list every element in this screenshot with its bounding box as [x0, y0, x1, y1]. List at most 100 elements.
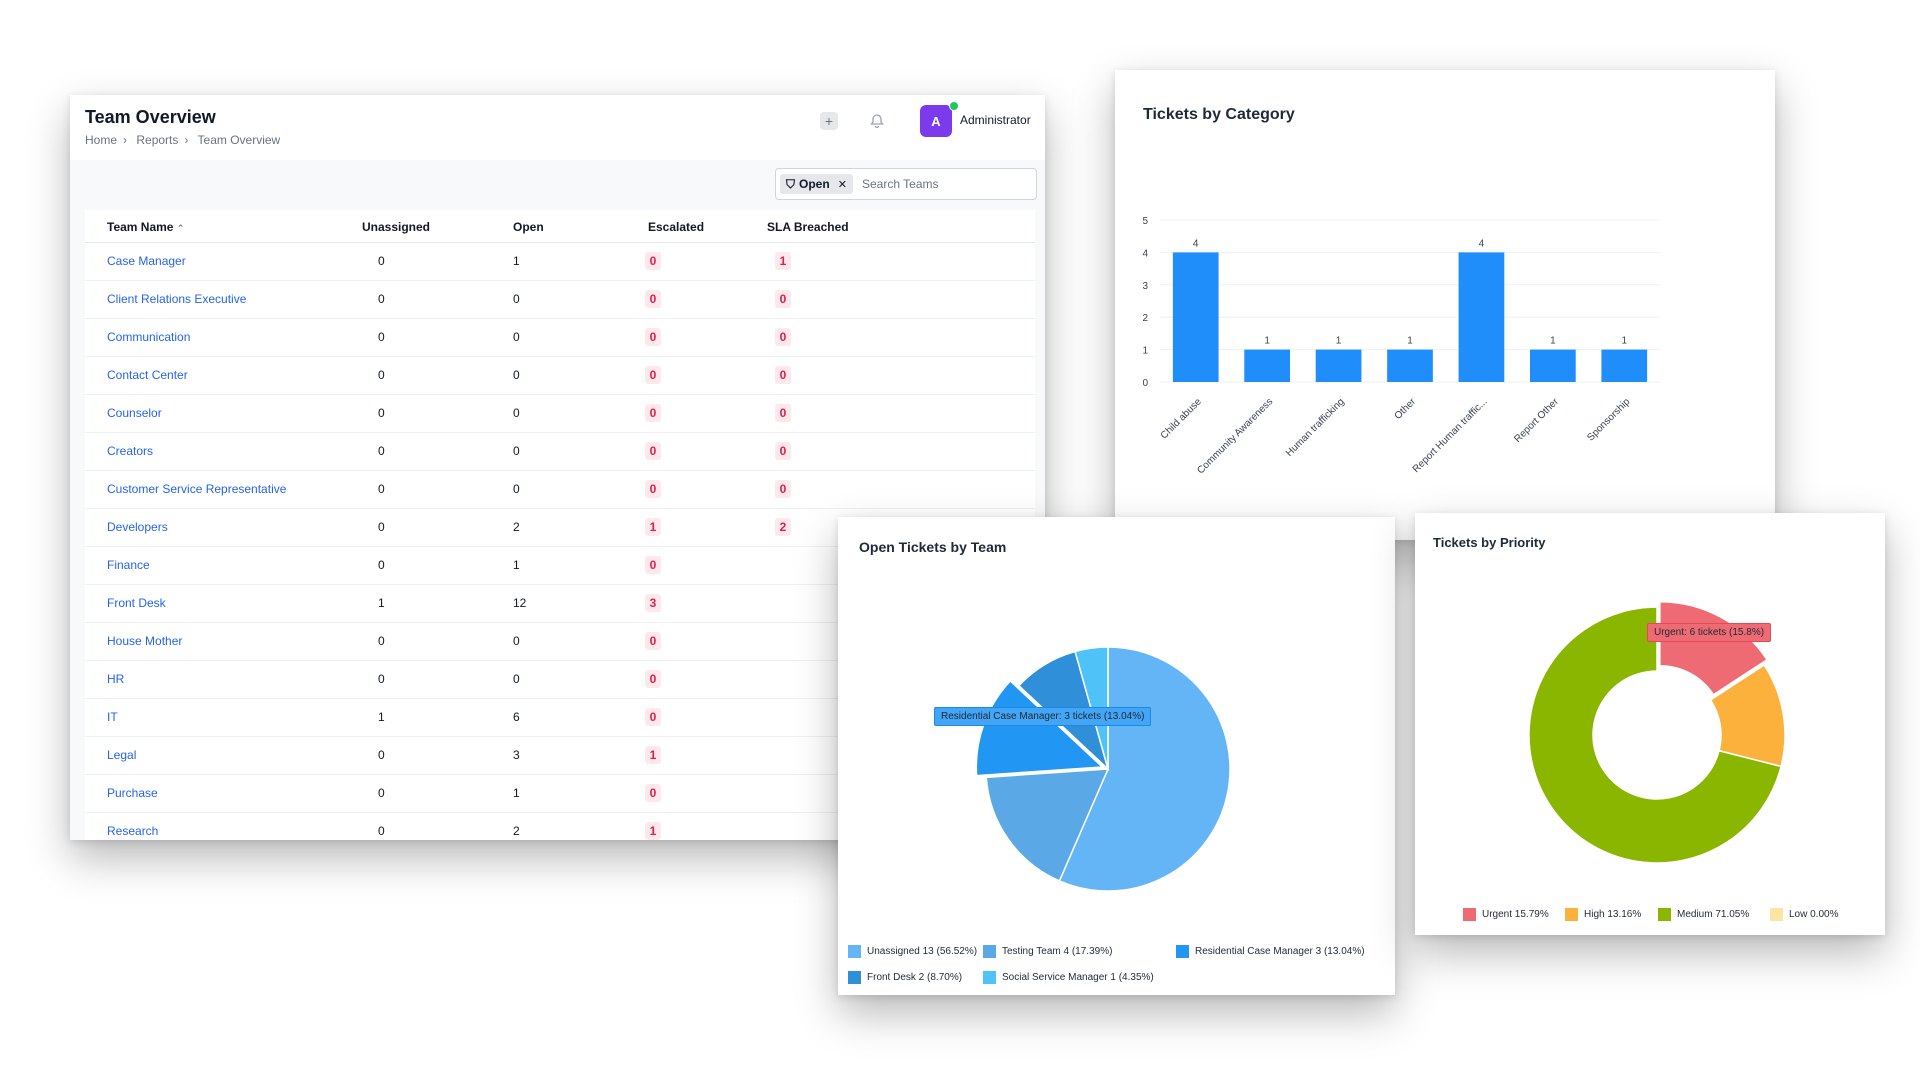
chart-title: Tickets by Category	[1143, 106, 1295, 123]
avatar[interactable]: A	[920, 105, 952, 137]
unassigned-count: 0	[378, 330, 385, 344]
table-row[interactable]: Legal 0 3 1	[85, 737, 1035, 775]
table-row[interactable]: Creators 0 0 0 0	[85, 433, 1035, 471]
open-count: 3	[513, 748, 520, 762]
pie-chart	[975, 646, 1231, 892]
table-row[interactable]: Counselor 0 0 0 0	[85, 395, 1035, 433]
bar[interactable]	[1315, 349, 1362, 382]
escalated-badge: 0	[645, 480, 661, 498]
team-name-link[interactable]: Developers	[107, 520, 168, 534]
table-row[interactable]: Contact Center 0 0 0 0	[85, 357, 1035, 395]
filter-chip-label: Open	[799, 177, 830, 191]
team-name-link[interactable]: Creators	[107, 444, 154, 458]
team-name-link[interactable]: Communication	[107, 330, 191, 344]
legend-item[interactable]: Unassigned 13 (56.52%)	[848, 945, 977, 958]
table-row[interactable]: Client Relations Executive 0 0 0 0	[85, 281, 1035, 319]
open-count: 2	[513, 824, 520, 838]
column-header-escalated[interactable]: Escalated	[648, 220, 705, 234]
team-name-link[interactable]: IT	[107, 710, 118, 724]
sla-breached-badge: 0	[775, 442, 791, 460]
bar[interactable]	[1172, 252, 1219, 382]
breadcrumb-home[interactable]: Home	[85, 133, 118, 147]
table-body: Case Manager 0 1 0 1 Client Relations Executi…	[85, 243, 1035, 840]
table-row[interactable]: Research 0 2 1	[85, 813, 1035, 840]
pie-slice[interactable]	[1058, 646, 1231, 892]
y-tick-label: 1	[1142, 346, 1148, 357]
team-name-link[interactable]: Legal	[107, 748, 137, 762]
open-count: 1	[513, 558, 520, 572]
table-row[interactable]: Customer Service Representative 0 0 0 0	[85, 471, 1035, 509]
open-count: 0	[513, 368, 520, 382]
bar[interactable]	[1458, 252, 1505, 382]
table-row[interactable]: Purchase 0 1 0	[85, 775, 1035, 813]
team-name-link[interactable]: Finance	[107, 558, 150, 572]
table-row[interactable]: Case Manager 0 1 0 1	[85, 243, 1035, 281]
team-name-link[interactable]: Customer Service Representative	[107, 482, 287, 496]
legend-item[interactable]: Medium 71.05%	[1658, 908, 1749, 921]
column-header-unassigned[interactable]: Unassigned	[362, 220, 431, 234]
column-header-team-name[interactable]: Team Name ⌃	[107, 220, 185, 234]
escalated-badge: 0	[645, 708, 661, 726]
breadcrumb-reports[interactable]: Reports	[136, 133, 179, 147]
unassigned-count: 0	[378, 254, 385, 268]
x-tick-label: Sponsorship	[1585, 396, 1632, 443]
pie-slice[interactable]	[985, 768, 1110, 882]
open-count: 1	[513, 786, 520, 800]
filter-chip[interactable]: ⛉ Open ✕	[780, 174, 853, 194]
unassigned-count: 0	[378, 634, 385, 648]
bell-icon[interactable]	[867, 111, 887, 131]
table-row[interactable]: Communication 0 0 0 0	[85, 319, 1035, 357]
y-tick-label: 2	[1142, 313, 1148, 324]
team-name-link[interactable]: Counselor	[107, 406, 162, 420]
escalated-badge: 0	[645, 252, 661, 270]
sla-breached-badge: 0	[775, 480, 791, 498]
team-name-link[interactable]: HR	[107, 672, 125, 686]
open-count: 0	[513, 482, 520, 496]
sla-breached-badge: 2	[775, 518, 791, 536]
escalated-badge: 0	[645, 632, 661, 650]
table-row[interactable]: Front Desk 1 12 3	[85, 585, 1035, 623]
legend-item[interactable]: Residential Case Manager 3 (13.04%)	[1176, 945, 1365, 958]
table-row[interactable]: Finance 0 1 0	[85, 547, 1035, 585]
search-input[interactable]: Search Teams	[862, 177, 939, 191]
bar[interactable]	[1244, 349, 1290, 382]
open-count: 0	[513, 292, 520, 306]
sla-breached-badge: 0	[775, 366, 791, 384]
legend-item[interactable]: Testing Team 4 (17.39%)	[983, 945, 1112, 958]
table-row[interactable]: House Mother 0 0 0	[85, 623, 1035, 661]
team-name-link[interactable]: Case Manager	[107, 254, 186, 268]
team-name-link[interactable]: Contact Center	[107, 368, 188, 382]
data-label: 1	[1550, 336, 1556, 347]
close-icon[interactable]: ✕	[837, 178, 847, 191]
sort-asc-icon[interactable]: ⌃	[176, 223, 185, 233]
unassigned-count: 0	[378, 748, 385, 762]
team-name-link[interactable]: House Mother	[107, 634, 183, 648]
team-name-link[interactable]: Front Desk	[107, 596, 166, 610]
table-row[interactable]: HR 0 0 0	[85, 661, 1035, 699]
legend-item[interactable]: Social Service Manager 1 (4.35%)	[983, 971, 1154, 984]
column-header-sla-breached[interactable]: SLA Breached	[767, 220, 849, 234]
team-name-link[interactable]: Research	[107, 824, 159, 838]
legend-item[interactable]: Low 0.00%	[1770, 908, 1838, 921]
legend-swatch	[1463, 908, 1476, 921]
open-count: 2	[513, 520, 520, 534]
bar[interactable]	[1387, 349, 1433, 382]
donut-slice[interactable]	[1528, 606, 1782, 864]
bar[interactable]	[1530, 349, 1576, 382]
data-label: 4	[1193, 238, 1199, 249]
breadcrumb-current: Team Overview	[197, 133, 281, 147]
legend-item[interactable]: Front Desk 2 (8.70%)	[848, 971, 962, 984]
bar[interactable]	[1601, 349, 1648, 382]
unassigned-count: 0	[378, 786, 385, 800]
team-name-link[interactable]: Client Relations Executive	[107, 292, 247, 306]
team-name-link[interactable]: Purchase	[107, 786, 158, 800]
data-label: 1	[1407, 336, 1413, 347]
legend-item[interactable]: Urgent 15.79%	[1463, 908, 1549, 921]
plus-icon[interactable]: +	[820, 112, 838, 130]
legend-item[interactable]: High 13.16%	[1565, 908, 1641, 921]
column-header-open[interactable]: Open	[513, 220, 544, 234]
user-name[interactable]: Administrator	[960, 113, 1031, 127]
open-count: 12	[513, 596, 527, 610]
table-row[interactable]: Developers 0 2 1 2	[85, 509, 1035, 547]
table-row[interactable]: IT 1 6 0	[85, 699, 1035, 737]
